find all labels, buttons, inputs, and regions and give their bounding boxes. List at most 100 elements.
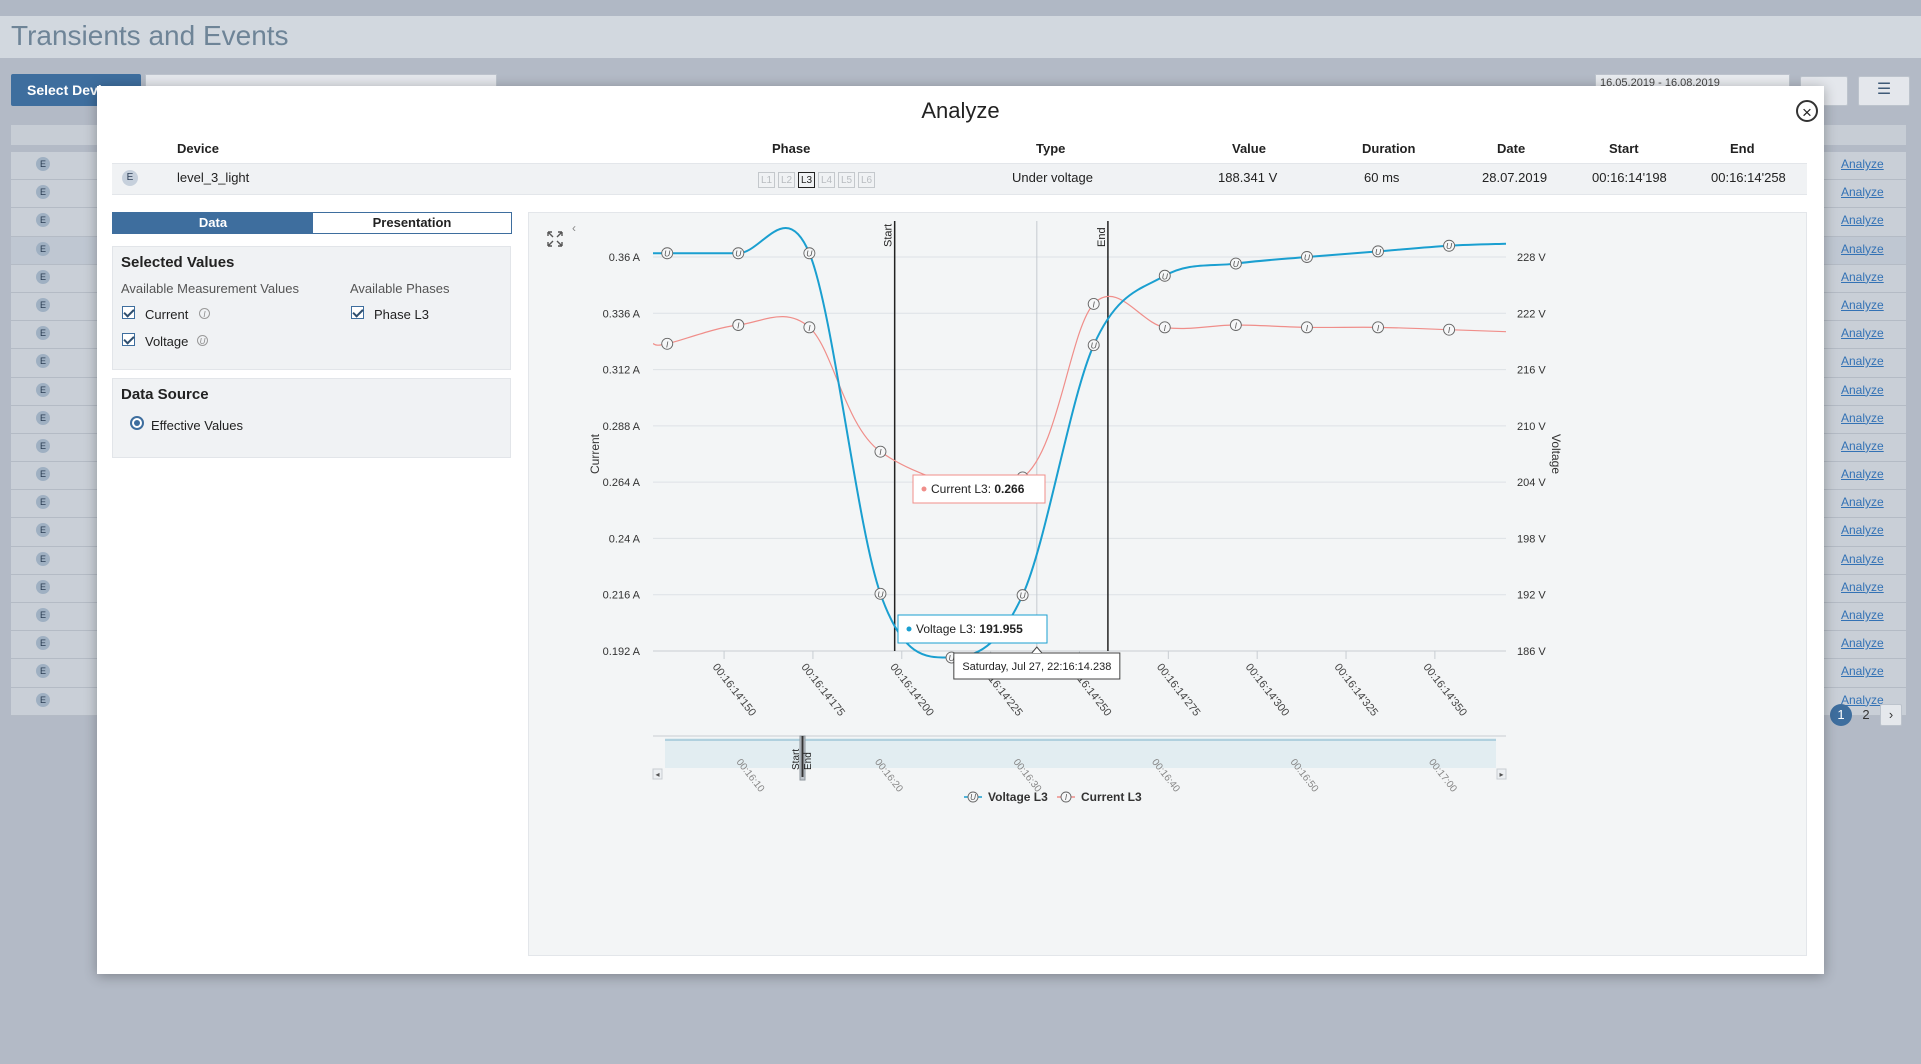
data-point-symbol: U [877,589,884,599]
data-point-symbol: I [1235,321,1238,331]
analyze-link[interactable]: Analyze [1841,467,1884,482]
chart-container: ‹ 0.36 A 228 V 0.336 A 222 V 0.312 A 216 V 0.2… [528,212,1807,956]
current-checkbox[interactable] [122,306,135,319]
phase-l4[interactable]: L4 [818,172,835,188]
event-device: level_3_light [177,170,250,185]
collapse-panel-icon[interactable]: ‹ [572,221,576,235]
data-point [1087,297,1100,310]
data-point [1229,319,1242,331]
data-point [1372,321,1384,334]
event-end: 00:16:14'258 [1711,170,1786,185]
analyze-link[interactable]: Analyze [1841,551,1884,566]
data-point [732,319,745,331]
data-point [1087,339,1100,352]
analyze-link[interactable]: Analyze [1841,326,1884,341]
legend-marker [967,791,979,803]
tooltip-box [897,614,1048,644]
voltage-checkbox[interactable] [122,333,135,346]
row-badge: E [36,410,50,425]
y-right-tick-label: 204 V [1517,477,1546,489]
y-right-axis-label: Voltage [1549,434,1563,474]
row-badge: E [36,269,50,284]
phase-l6[interactable]: L6 [858,172,875,188]
analyze-link[interactable]: Analyze [1841,297,1884,312]
analyze-link[interactable]: Analyze [1841,608,1884,622]
y-right-tick-label: 186 V [1517,646,1546,658]
analyze-modal: Analyze × Device Phase Type Value Durati… [97,86,1824,974]
tooltip-value: 191.955 [979,622,1023,636]
data-point-symbol: U [1091,341,1098,351]
row-badge: E [36,495,50,510]
event-duration: 60 ms [1364,170,1400,185]
column-type: Type [1036,141,1066,156]
phase-l3[interactable]: L3 [798,172,815,188]
effective-values-label: Effective Values [151,418,244,433]
analyze-link[interactable]: Analyze [1841,241,1884,256]
analyze-link[interactable]: Analyze [1841,354,1884,369]
phase-l1[interactable]: L1 [758,172,775,188]
tooltip-label: Voltage L3: [916,622,979,636]
phase-l5[interactable]: L5 [838,172,855,188]
phase-l2[interactable]: L2 [778,172,795,188]
page-1[interactable]: 1 [1830,704,1852,726]
voltage-label: Voltage [145,334,189,349]
column-device: Device [177,141,219,156]
data-point [1016,589,1029,602]
analyze-link[interactable]: Analyze [1841,636,1884,651]
phase-l3-checkbox[interactable] [351,306,364,319]
analyze-link[interactable]: Analyze [1841,579,1884,594]
row-badge: E [36,608,50,622]
close-icon[interactable]: × [1796,100,1818,122]
next-page-button[interactable]: › [1880,704,1902,726]
analyze-link[interactable]: Analyze [1841,495,1884,510]
analyze-link[interactable]: Analyze [1841,185,1884,200]
data-point [874,587,887,600]
tooltip-series-dot [921,486,927,492]
data-point [732,247,745,260]
expand-icon[interactable] [547,231,563,247]
event-type: Under voltage [1012,170,1093,185]
crosshair-label-pointer [1031,646,1043,654]
row-badge: E [36,692,50,707]
navigator-band-label: Start [791,749,802,770]
row-badge: E [36,297,50,312]
selected-values-panel: Selected Values Available Measurement Va… [112,246,511,370]
row-badge: E [36,467,50,482]
data-point-symbol: I [1448,325,1451,335]
top-strip [0,0,1921,16]
data-point-symbol: U [1375,247,1382,257]
view-options-button[interactable]: ☰ [1858,76,1910,106]
y-left-tick-label: 0.312 A [603,365,641,377]
analyze-link[interactable]: Analyze [1841,269,1884,284]
analyze-link[interactable]: Analyze [1841,382,1884,397]
analyze-link[interactable]: Analyze [1841,213,1884,228]
y-left-tick-label: 0.192 A [603,646,641,658]
list-icon: ☰ [1876,81,1892,98]
tooltip-box [912,474,1046,504]
analyze-link[interactable]: Analyze [1841,692,1884,707]
legend-item: Current L3 [1081,790,1142,804]
data-point-symbol: I [1306,323,1309,333]
analyze-link[interactable]: Analyze [1841,157,1884,171]
analyze-link[interactable]: Analyze [1841,410,1884,425]
effective-values-radio[interactable] [130,416,144,430]
column-end: End [1730,141,1755,156]
navigator-left-arrow [652,768,663,780]
y-left-tick-label: 0.216 A [603,590,641,602]
phase-l3-label: Phase L3 [374,307,429,322]
analyze-link[interactable]: Analyze [1841,523,1884,538]
line-chart: 0.36 A 228 V 0.336 A 222 V 0.312 A 216 V 0.288… [588,221,1563,804]
analyze-link[interactable]: Analyze [1841,438,1884,453]
event-date: 28.07.2019 [1482,170,1548,185]
plot-line-label: Start [883,224,895,247]
y-left-tick-label: 0.288 A [603,421,641,433]
crosshair-label-box [953,652,1121,680]
data-point-symbol: I [1164,323,1167,333]
page-2[interactable]: 2 [1862,707,1870,722]
crosshair-label: Saturday, Jul 27, 22:16:14.238 [962,661,1111,673]
analyze-link[interactable]: Analyze [1841,664,1884,679]
column-start: Start [1609,141,1639,156]
tab-data[interactable]: Data [113,213,313,233]
tab-presentation[interactable]: Presentation [313,213,511,233]
data-point-symbol: I [666,339,669,349]
